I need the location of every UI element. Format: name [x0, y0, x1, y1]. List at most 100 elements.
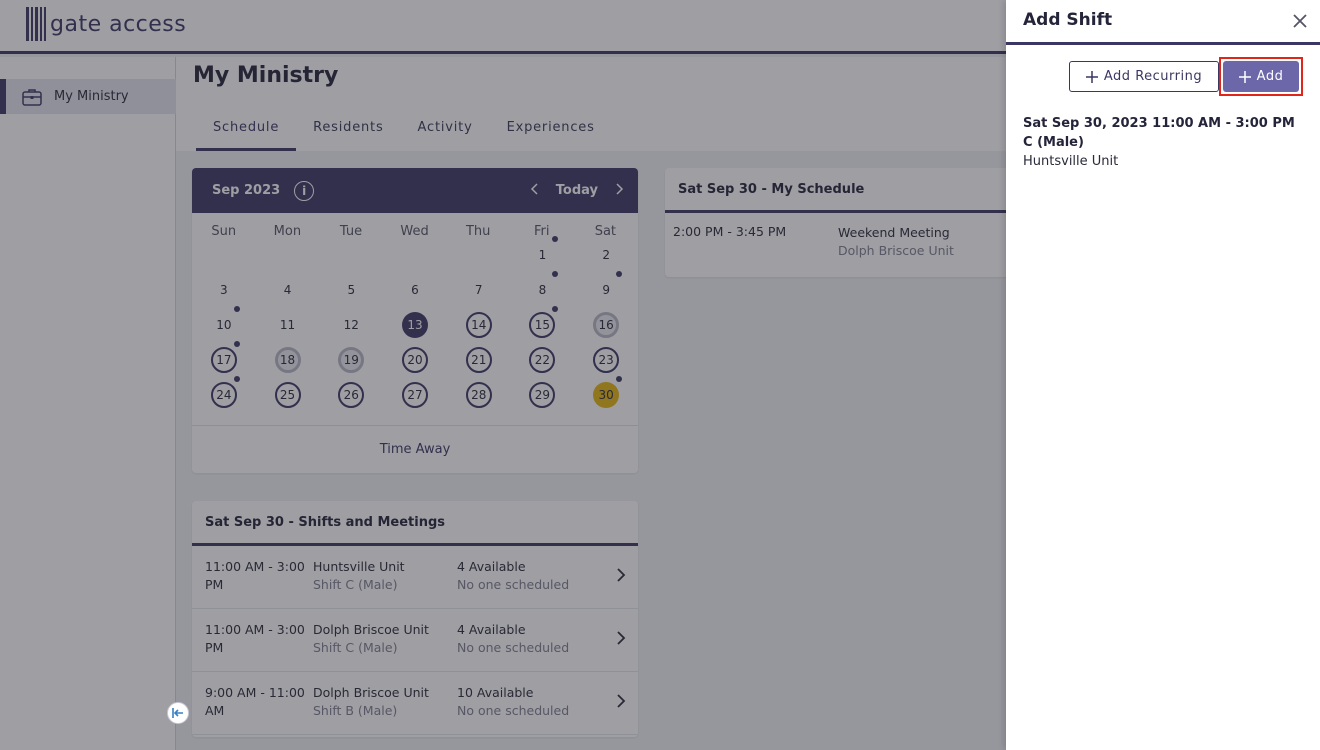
weekday-label: Fri [534, 224, 550, 239]
plus-icon [1238, 70, 1251, 83]
add-label: Add [1256, 69, 1284, 84]
page-title: My Ministry [193, 63, 339, 88]
calendar-day[interactable]: 27 [402, 382, 428, 408]
collapse-sidebar-button[interactable] [167, 702, 189, 724]
my-schedule-card: Sat Sep 30 - My Schedule 2:00 PM - 3:45 … [665, 168, 1025, 277]
calendar-day[interactable]: 26 [338, 382, 365, 408]
calendar-day[interactable]: 28 [465, 382, 492, 408]
shift-name: Shift C (Male) [313, 577, 398, 592]
schedule-item[interactable]: Weekend Meeting Dolph Briscoe Unit [838, 224, 954, 260]
weekday-label: Sat [594, 224, 617, 239]
calendar-day[interactable]: 30 [593, 382, 620, 408]
shift-time: 11:00 AM - 3:00 PM [205, 559, 305, 592]
calendar-days: 1 2 3 4 5 6 7 8 9 10 11 12 13 14 15 16 17 18 19 20 21 22 23 24 2… [192, 236, 638, 414]
scheduled-status: No one scheduled [457, 640, 570, 655]
calendar-day[interactable]: 13 [402, 312, 428, 338]
time-away-link[interactable]: Time Away [192, 425, 638, 473]
weekday-label: Thu [465, 224, 491, 239]
calendar-day[interactable]: 21 [465, 347, 492, 373]
available-count: 4 Available [457, 622, 526, 637]
calendar-day[interactable]: 16 [593, 312, 620, 338]
schedule-item-location: Dolph Briscoe Unit [838, 243, 954, 258]
shift-row[interactable]: 11:00 AM - 3:00 PM Huntsville Unit Shift … [192, 546, 638, 609]
calendar-day[interactable]: 22 [529, 347, 556, 373]
add-recurring-button[interactable]: Add Recurring [1069, 61, 1219, 92]
info-icon[interactable]: i [294, 180, 315, 201]
event-dot [616, 271, 623, 277]
shift-name: Shift B (Male) [313, 703, 398, 718]
unit-name: Huntsville Unit [313, 559, 405, 574]
calendar-day[interactable]: 11 [279, 318, 296, 332]
weekday-label: Sun [211, 224, 237, 239]
schedule-item-title: Weekend Meeting [838, 225, 950, 240]
add-button[interactable]: Add [1223, 61, 1299, 92]
calendar-day[interactable]: 7 [474, 283, 483, 297]
unit-name: Dolph Briscoe Unit [313, 622, 429, 637]
unit-name: Dolph Briscoe Unit [313, 685, 429, 700]
today-button[interactable]: Today [555, 183, 598, 198]
shift-row[interactable]: 9:00 AM - 11:00 AM Dolph Briscoe Unit Shi… [192, 672, 638, 735]
calendar-day[interactable]: 5 [347, 283, 356, 297]
calendar-day[interactable]: 2 [602, 248, 610, 262]
calendar-day[interactable]: 8 [538, 283, 547, 297]
calendar-day[interactable]: 19 [338, 347, 365, 373]
close-icon [1293, 14, 1307, 28]
tab-schedule[interactable]: Schedule [196, 115, 297, 151]
logo-bars-icon [26, 7, 46, 41]
calendar-day[interactable]: 24 [210, 382, 237, 408]
logo[interactable]: gate access [26, 6, 186, 42]
briefcase-icon [22, 88, 42, 106]
tab-experiences[interactable]: Experiences [506, 120, 595, 135]
calendar-day[interactable]: 10 [216, 318, 232, 332]
add-shift-panel: Add Shift Add Recurring Add Sat Sep 30, … [1006, 0, 1320, 750]
calendar-day[interactable]: 4 [283, 283, 292, 297]
calendar-day[interactable]: 20 [402, 347, 428, 373]
tab-residents[interactable]: Residents [313, 120, 384, 135]
scheduled-status: No one scheduled [457, 577, 570, 592]
shift-unit: Dolph Briscoe Unit Shift B (Male) [313, 684, 429, 720]
calendar-day[interactable]: 6 [411, 283, 419, 297]
chevron-left-icon[interactable] [530, 182, 540, 199]
calendar-day[interactable]: 29 [529, 382, 556, 408]
sidebar-item-my-ministry[interactable]: My Ministry [0, 79, 176, 114]
shift-details: Sat Sep 30, 2023 11:00 AM - 3:00 PM C (M… [1023, 114, 1313, 172]
schedule-item-time: 2:00 PM - 3:45 PM [673, 224, 787, 239]
event-dot [552, 306, 559, 312]
shift-time: 11:00 AM - 3:00 PM [205, 622, 305, 655]
calendar-nav: Today [530, 168, 624, 213]
calendar-month: Sep 2023 [212, 183, 281, 198]
calendar-day[interactable]: 18 [274, 347, 301, 373]
event-dot [233, 306, 240, 312]
event-dot [552, 271, 559, 277]
shift-availability: 4 Available No one scheduled [457, 558, 569, 594]
calendar-day[interactable]: 23 [593, 347, 620, 373]
calendar-day[interactable]: 9 [602, 283, 610, 297]
calendar-header: Sep 2023 i Today [192, 168, 638, 213]
shift-time: 9:00 AM - 11:00 AM [205, 685, 305, 718]
scheduled-status: No one scheduled [457, 703, 570, 718]
shift-unit: Huntsville Unit Shift C (Male) [313, 558, 405, 594]
add-button-highlight: Add [1219, 57, 1303, 96]
event-dot [233, 341, 240, 347]
shift-datetime: Sat Sep 30, 2023 11:00 AM - 3:00 PM [1023, 116, 1295, 131]
sidebar: My Ministry [0, 57, 176, 750]
sidebar-item-label: My Ministry [54, 89, 129, 104]
event-dot [233, 376, 240, 382]
calendar-day[interactable]: 3 [220, 283, 228, 297]
chevron-right-icon[interactable] [614, 182, 624, 199]
event-dot [616, 376, 623, 382]
tab-activity[interactable]: Activity [417, 120, 473, 135]
calendar-day[interactable]: 17 [210, 347, 237, 373]
modal-backdrop[interactable] [0, 0, 1006, 750]
calendar-day[interactable]: 25 [274, 382, 301, 408]
calendar-day[interactable]: 12 [343, 318, 359, 332]
chevron-right-icon [617, 631, 626, 645]
shift-row[interactable]: 11:00 AM - 3:00 PM Dolph Briscoe Unit Shi… [192, 609, 638, 672]
calendar-day[interactable]: 14 [465, 312, 492, 338]
calendar-day[interactable]: 15 [529, 312, 556, 338]
weekday-label: Mon [273, 224, 302, 239]
available-count: 4 Available [457, 559, 526, 574]
close-button[interactable] [1288, 9, 1312, 33]
calendar-day[interactable]: 1 [538, 248, 547, 262]
